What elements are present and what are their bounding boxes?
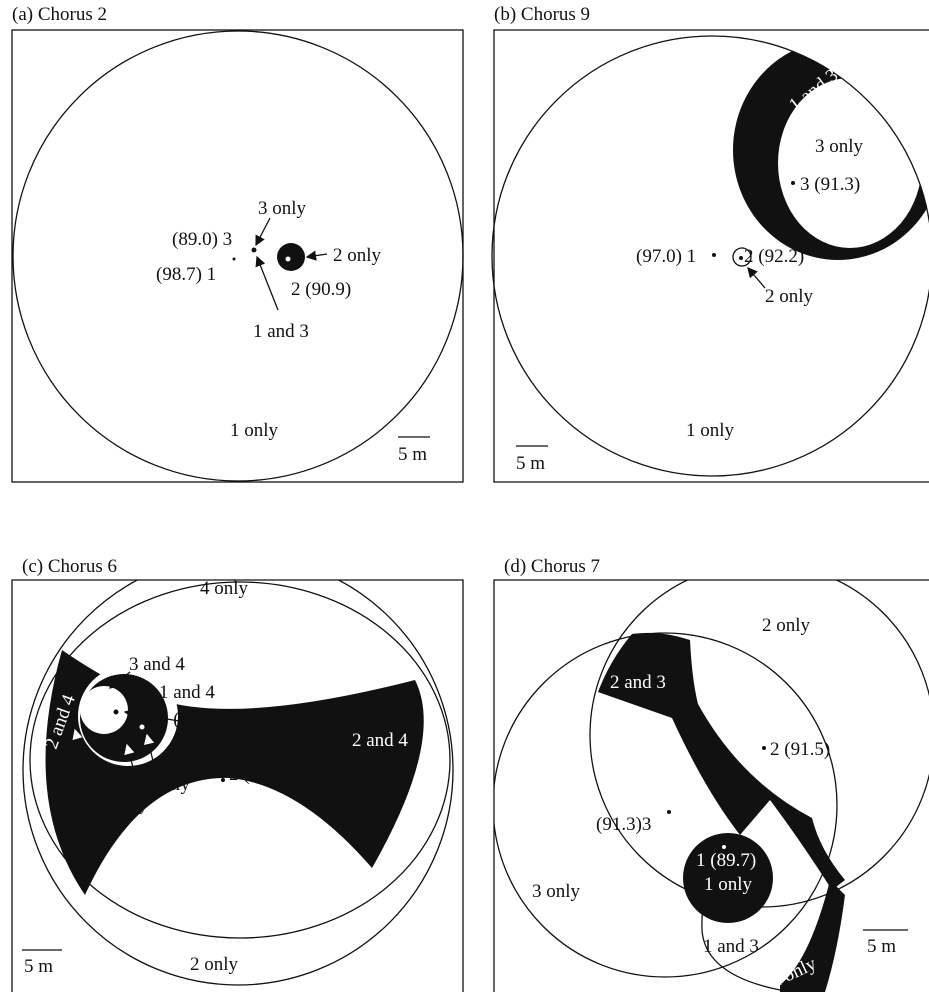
label: 1 and 4 [159,682,215,703]
dot [221,778,225,782]
panel-title: (b) Chorus 9 [494,4,590,25]
label: 1 and 3 [703,936,759,957]
panel-d: (d) Chorus 7 2 only 2 and 3 2 (91.5) (91… [493,556,929,992]
circle [22,580,454,986]
circle [12,30,464,482]
panel-a: (a) Chorus 2 3 only (89.0) 3 (98.7) 1 2 … [11,4,464,483]
dot [232,257,236,261]
label: 3 only [258,198,307,219]
label: 2 only [762,615,811,636]
label: 2 only [190,954,239,975]
scale-label: 5 m [867,936,896,957]
label: 2 only [765,286,814,307]
label: 3 only [815,136,864,157]
arrow [305,250,328,261]
dot [791,181,795,185]
dot [722,845,726,849]
arrow [72,728,96,801]
label: 1 (89.7) [696,850,756,871]
dot [285,256,291,262]
label: 1 only [704,874,753,895]
circle [29,581,451,939]
dot [739,256,743,260]
arrow [255,217,271,247]
label: 1 and 3 [253,321,309,342]
label: 2 (91.5) [770,739,830,760]
region [598,632,845,890]
arrow [123,708,186,723]
dot [712,253,716,257]
arrow [143,733,156,771]
arrow [124,743,136,776]
dot [667,810,671,814]
panel-frame [493,29,929,483]
panel-title: (c) Chorus 6 [22,556,117,577]
label: 2 only [333,245,382,266]
panel-c: (c) Chorus 6 4 only 3 and 4 1 and 4 3 (8… [11,556,464,992]
panel-frame [493,579,929,992]
label: 1 only [686,420,735,441]
panel-title: (a) Chorus 2 [12,4,107,25]
label: (91.3)3 [596,814,651,835]
arrow [128,697,161,713]
arrow [747,267,766,289]
scale-label: 5 m [398,444,427,465]
label: 4 only [200,578,249,599]
panel-frame [11,579,464,992]
label: 1 (89.7) [150,759,210,780]
circle [491,35,929,477]
region [780,880,845,992]
dot [251,247,257,253]
panel-frame [11,29,464,483]
label: 3 only [532,881,581,902]
label: 3 (86.1) [159,709,219,730]
circle [494,632,838,978]
label: 2 and 4 [352,730,408,751]
label: 3 only [100,794,149,815]
label: (89.0) 3 [172,229,232,250]
label: 2 (95.1) [229,764,289,785]
label: 3 (91.3) [800,174,860,195]
region [683,833,773,923]
scale-label: 5 m [516,453,545,474]
arrow [255,255,279,311]
label: 1 only [230,420,279,441]
arrow [108,671,131,689]
label: 2 (90.9) [291,279,351,300]
label: (97.0) 1 [636,246,696,267]
region [80,686,128,734]
label: 3 and 4 [129,654,185,675]
dot [226,739,230,743]
region [277,243,305,271]
label: 2 (92.2) [744,246,804,267]
label: 2 and 3 [610,672,666,693]
scale-label: 5 m [24,956,53,977]
circle [732,247,752,267]
dot [113,709,119,715]
dot [762,746,766,750]
panel-b: (b) Chorus 9 1 and 3 3 only 3 (91.3) (97… [491,4,929,483]
label: (98.7) 1 [156,264,216,285]
panel-title: (d) Chorus 7 [504,556,600,577]
dot [139,724,145,730]
label: 1 only [142,774,191,795]
label: 4 (94.2) [235,730,295,751]
